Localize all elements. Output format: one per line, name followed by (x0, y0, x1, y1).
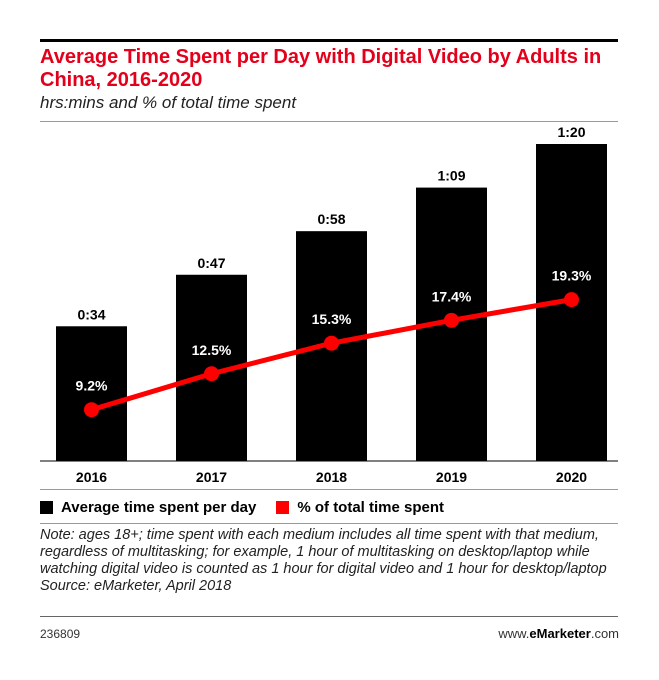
x-tick-2018: 2018 (316, 469, 347, 485)
line-point-2019 (444, 312, 459, 328)
brand-name: eMarketer (529, 626, 591, 641)
legend-top-rule (40, 489, 618, 490)
chart-legend: Average time spent per day % of total ti… (40, 496, 464, 518)
bar-label-2019: 1:09 (437, 168, 465, 184)
chart-note: Note: ages 18+; time spent with each med… (40, 527, 620, 595)
chart-title: Average Time Spent per Day with Digital … (40, 46, 602, 91)
pct-label-2018: 15.3% (312, 311, 352, 327)
legend-swatch-line (276, 500, 290, 514)
legend-item-bars: Average time spent per day (40, 499, 256, 516)
footer-rule (40, 616, 618, 617)
brand-prefix: www. (498, 626, 530, 641)
bar-label-2020: 1:20 (557, 124, 585, 140)
pct-label-2020: 19.3% (552, 268, 592, 284)
bar-label-2016: 0:34 (77, 306, 105, 322)
x-tick-2020: 2020 (556, 469, 587, 485)
pct-label-2016: 9.2% (76, 378, 108, 394)
chart-subtitle: hrs:mins and % of total time spent (40, 93, 297, 112)
x-tick-2019: 2019 (436, 469, 467, 485)
x-tick-2017: 2017 (196, 469, 227, 485)
chart-id: 236809 (40, 627, 81, 641)
pct-label-2017: 12.5% (192, 342, 232, 358)
emarketer-logo: www.eMarketer.com (498, 626, 619, 641)
x-tick-2016: 2016 (76, 469, 107, 485)
line-point-2017 (204, 366, 219, 382)
bar-2016 (56, 326, 127, 461)
line-point-2018 (324, 335, 339, 351)
legend-label-line: % of total time spent (297, 498, 445, 516)
line-point-2016 (84, 402, 99, 418)
bar-label-2017: 0:47 (197, 255, 225, 271)
subtitle-rule (40, 121, 618, 122)
line-point-2020 (564, 292, 579, 308)
chart-plot: 0:34 2016 0:47 2017 0:58 2018 1:09 2019 1:20 2020… (40, 124, 618, 485)
top-rule (40, 39, 618, 42)
legend-label-bars: Average time spent per day (61, 498, 257, 516)
legend-item-line: % of total time spent (276, 499, 444, 516)
legend-bottom-rule (40, 523, 618, 524)
note-source: Source: eMarketer, April 2018 (40, 578, 232, 594)
note-text: Note: ages 18+; time spent with each med… (40, 527, 607, 577)
brand-suffix: .com (590, 626, 619, 641)
pct-label-2019: 17.4% (432, 288, 472, 304)
legend-swatch-bars (40, 500, 53, 514)
bar-label-2018: 0:58 (317, 211, 345, 227)
